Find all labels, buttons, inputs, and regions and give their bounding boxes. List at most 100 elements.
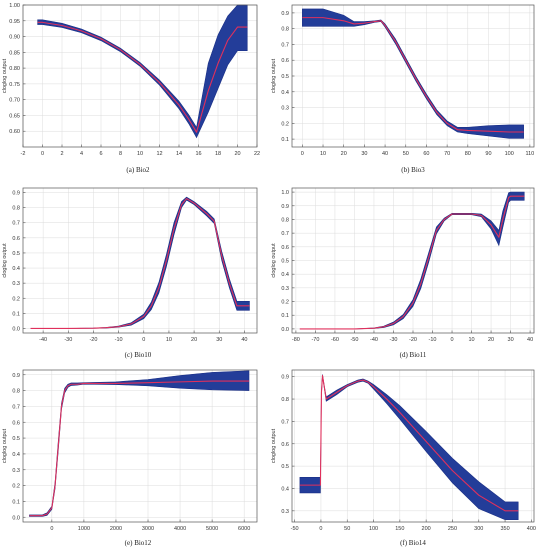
chart-panel-bio14: -50 0 50 100 150 200 250 300 350 400 0.3 0.4 0.5 0.6 0… [271, 369, 536, 547]
mean-response-line-bio14 [299, 375, 519, 512]
x-tick-label: 30 [361, 151, 367, 157]
panel-caption: (c) Bio10 [125, 351, 152, 359]
y-tick-label: 0.5 [281, 464, 289, 470]
y-tick-label: 0.5 [12, 251, 20, 257]
x-tick-label: 200 [422, 526, 431, 532]
x-tick-label: 3000 [142, 526, 154, 532]
y-tick-label: 0.90 [9, 35, 20, 41]
x-tick-label: 40 [527, 337, 533, 343]
x-tick-label: 70 [444, 151, 450, 157]
y-tick-label: 0.9 [281, 11, 289, 17]
y-tick-label: 0.0 [12, 326, 20, 332]
y-tick-label: 0.85 [9, 50, 20, 56]
y-tick-label: 0.80 [9, 66, 20, 72]
y-tick-label: 0.4 [12, 266, 20, 272]
x-tick-label: 20 [234, 151, 240, 157]
y-tick-label: 0.70 [9, 98, 20, 104]
mean-response-line-bio10 [30, 198, 250, 330]
x-tick-label: 110 [525, 151, 534, 157]
y-tick-label: 0.3 [12, 281, 20, 287]
y-tick-label: 0.9 [12, 191, 20, 197]
x-tick-label: 0 [142, 337, 145, 343]
y-tick-label: 0.8 [12, 206, 20, 212]
x-tick-label: 30 [216, 337, 222, 343]
y-tick-label: 0.95 [9, 19, 20, 25]
x-tick-label: 2 [60, 151, 63, 157]
y-tick-label: 0.8 [281, 27, 289, 33]
y-tick-label: 0.5 [281, 259, 289, 265]
x-tick-label: 16 [195, 151, 201, 157]
y-tick-label: 0.2 [281, 121, 289, 127]
y-tick-label: 0.5 [281, 74, 289, 80]
x-tick-label: 100 [369, 526, 378, 532]
y-tick-label: 0.8 [281, 397, 289, 403]
y-tick-label: 0.4 [281, 272, 289, 278]
chart-panel-bio12: 0 1000 2000 3000 4000 5000 6000 0.0 0.1 0.2 0.3 0.4… [2, 369, 258, 547]
mean-response-line-bio3 [302, 17, 524, 133]
y-axis-label: cloglog output [2, 58, 8, 93]
y-tick-label: 0.7 [12, 404, 20, 410]
x-tick-label: 20 [488, 337, 494, 343]
y-tick-label: 1.0 [281, 190, 289, 196]
x-tick-label: -20 [409, 337, 417, 343]
chart-panel-bio3: 0 10 20 30 40 50 60 70 80 90 100 110 0.1 0.2 0.3 0.4 0.5… [271, 4, 535, 174]
x-tick-label: 50 [344, 526, 350, 532]
x-tick-label: 14 [176, 151, 182, 157]
x-tick-label: 150 [395, 526, 404, 532]
x-tick-label: 0 [451, 337, 454, 343]
confidence-band-bio2 [37, 4, 248, 139]
x-tick-label: 1000 [78, 526, 90, 532]
x-tick-label: 30 [508, 337, 514, 343]
y-tick-label: 0.6 [12, 420, 20, 426]
x-tick-label: 4 [80, 151, 83, 157]
x-tick-label: -40 [39, 337, 47, 343]
y-tick-label: 0.3 [281, 106, 289, 112]
y-tick-label: 0.7 [281, 42, 289, 48]
y-tick-label: 0.3 [281, 286, 289, 292]
y-tick-label: 0.0 [281, 327, 289, 333]
y-tick-label: 0.75 [9, 82, 20, 88]
y-tick-label: 0.2 [12, 484, 20, 490]
x-tick-label: 0 [50, 526, 53, 532]
x-tick-label: -2 [21, 151, 26, 157]
y-tick-label: 0.6 [12, 236, 20, 242]
plot-frame-bio14 [291, 369, 535, 523]
chart-panel-bio2: -2 0 2 4 6 8 10 12 14 16 18 20 22 0.60 0.65 0.70 0.75 0.8… [2, 3, 260, 174]
panel-caption: (a) Bio2 [126, 166, 150, 174]
x-tick-label: -10 [115, 337, 123, 343]
mean-response-line-bio12 [29, 380, 249, 517]
x-tick-label: 40 [382, 151, 388, 157]
y-tick-label: 0.1 [281, 137, 289, 143]
y-tick-label: 0.6 [281, 58, 289, 64]
x-tick-label: 0 [301, 151, 304, 157]
panel-caption: (f) Bio14 [400, 539, 426, 547]
x-tick-label: 60 [423, 151, 429, 157]
y-tick-label: 0.2 [12, 296, 20, 302]
x-tick-label: 400 [527, 526, 536, 532]
y-axis-label: cloglog output [271, 58, 277, 93]
x-tick-label: 0 [41, 151, 44, 157]
y-tick-label: 0.6 [281, 442, 289, 448]
x-tick-label: 350 [500, 526, 509, 532]
panel-caption: (b) Bio3 [401, 166, 425, 174]
x-tick-label: 22 [254, 151, 260, 157]
x-tick-label: 10 [468, 337, 474, 343]
x-tick-label: 18 [215, 151, 221, 157]
x-tick-label: -70 [311, 337, 319, 343]
x-tick-label: 10 [166, 337, 172, 343]
x-tick-label: 8 [119, 151, 122, 157]
x-tick-label: 6 [99, 151, 102, 157]
y-tick-label: 0.9 [12, 373, 20, 379]
x-tick-label: -40 [370, 337, 378, 343]
plot-area-bio12 [23, 370, 257, 522]
panel-caption: (d) Bio11 [400, 351, 427, 359]
chart-panel-bio10: -40 -30 -20 -10 0 10 20 30 40 0.0 0.1 0.2 0.3 0.4 0.5 0… [2, 187, 258, 359]
plot-frame-bio10 [22, 187, 258, 334]
y-tick-label: 0.65 [9, 113, 20, 119]
x-tick-label: -20 [89, 337, 97, 343]
x-tick-label: -50 [350, 337, 358, 343]
y-tick-label: 0.3 [281, 509, 289, 515]
y-tick-label: 0.1 [281, 313, 289, 319]
y-tick-label: 0.7 [281, 231, 289, 237]
